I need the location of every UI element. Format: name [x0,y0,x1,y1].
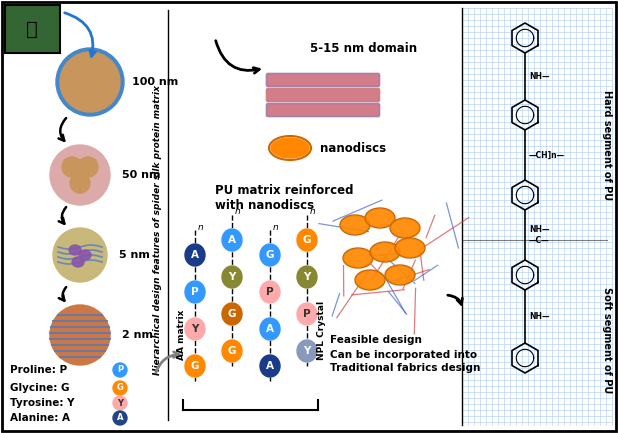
Circle shape [53,228,107,282]
Text: Y: Y [192,324,199,334]
Text: PU matrix reinforced
with nanodiscs: PU matrix reinforced with nanodiscs [215,184,353,212]
Text: —CH]n—: —CH]n— [529,151,565,159]
Circle shape [50,145,110,205]
Ellipse shape [72,257,84,267]
Text: Alanine: A: Alanine: A [10,413,70,423]
Circle shape [62,157,82,177]
Ellipse shape [396,239,424,257]
Ellipse shape [222,340,242,362]
FancyBboxPatch shape [266,88,379,101]
Text: n: n [310,207,316,216]
Ellipse shape [222,266,242,288]
Text: Feasible design: Feasible design [330,335,422,345]
Ellipse shape [260,281,280,303]
Text: 100 nm: 100 nm [132,77,178,87]
Text: G: G [228,346,236,356]
Ellipse shape [297,229,317,251]
Text: n: n [273,223,279,232]
Ellipse shape [185,318,205,340]
Circle shape [56,48,124,116]
Ellipse shape [113,381,127,395]
Text: 50 nm: 50 nm [122,170,161,180]
Text: Proline: P: Proline: P [10,365,67,375]
Ellipse shape [222,229,242,251]
Text: P: P [117,365,123,375]
Text: Y: Y [303,346,311,356]
Text: Y: Y [303,272,311,282]
Ellipse shape [366,209,394,227]
Text: Y: Y [117,398,123,407]
Text: Hard segment of PU: Hard segment of PU [602,90,612,200]
Text: n: n [198,223,204,232]
Text: A: A [191,250,199,260]
Ellipse shape [271,138,309,158]
Ellipse shape [344,249,372,267]
Text: P: P [303,309,311,319]
Text: Can be incorporated into: Can be incorporated into [330,350,477,360]
Circle shape [50,305,110,365]
Ellipse shape [386,266,414,284]
Text: NH—: NH— [529,72,549,81]
Text: G: G [303,235,311,245]
Ellipse shape [222,303,242,325]
Text: nanodiscs: nanodiscs [320,142,386,155]
Ellipse shape [69,245,81,255]
Ellipse shape [391,219,419,237]
Text: Tyrosine: Y: Tyrosine: Y [10,398,75,408]
Text: G: G [117,384,124,392]
Text: n: n [235,207,241,216]
FancyBboxPatch shape [266,74,379,87]
Ellipse shape [371,243,399,261]
Circle shape [78,157,98,177]
Ellipse shape [341,216,369,234]
FancyBboxPatch shape [266,103,379,116]
Ellipse shape [260,355,280,377]
Text: Soft segment of PU: Soft segment of PU [602,287,612,393]
Ellipse shape [297,266,317,288]
Text: AA matrix: AA matrix [177,310,187,360]
Ellipse shape [113,363,127,377]
Text: 🌿: 🌿 [26,19,38,39]
Text: G: G [191,361,199,371]
Text: A: A [117,414,123,423]
Circle shape [70,173,90,193]
Ellipse shape [260,318,280,340]
Ellipse shape [185,244,205,266]
Bar [5,5,60,53]
Text: A: A [266,324,274,334]
Text: Y: Y [228,272,235,282]
Text: 5 nm: 5 nm [119,250,150,260]
Ellipse shape [185,281,205,303]
Text: 2 nm: 2 nm [122,330,153,340]
Ellipse shape [113,411,127,425]
Ellipse shape [79,250,91,260]
Ellipse shape [356,271,384,289]
Ellipse shape [185,355,205,377]
Ellipse shape [260,244,280,266]
Ellipse shape [297,303,317,325]
Text: A: A [228,235,236,245]
Text: Glycine: G: Glycine: G [10,383,69,393]
Text: P: P [191,287,199,297]
Circle shape [60,52,120,112]
Text: A: A [266,361,274,371]
Text: G: G [228,309,236,319]
Text: P: P [266,287,274,297]
Text: G: G [266,250,274,260]
Text: NPL Crystal: NPL Crystal [318,301,326,359]
Text: Hierarchical design features of spider silk protein matrix: Hierarchical design features of spider s… [153,85,163,375]
Text: 5-15 nm domain: 5-15 nm domain [310,42,417,55]
Ellipse shape [113,396,127,410]
Text: NH—: NH— [529,312,549,321]
Text: NH—
—C—: NH— —C— [529,225,549,245]
Ellipse shape [297,340,317,362]
Text: Traditional fabrics design: Traditional fabrics design [330,363,480,373]
